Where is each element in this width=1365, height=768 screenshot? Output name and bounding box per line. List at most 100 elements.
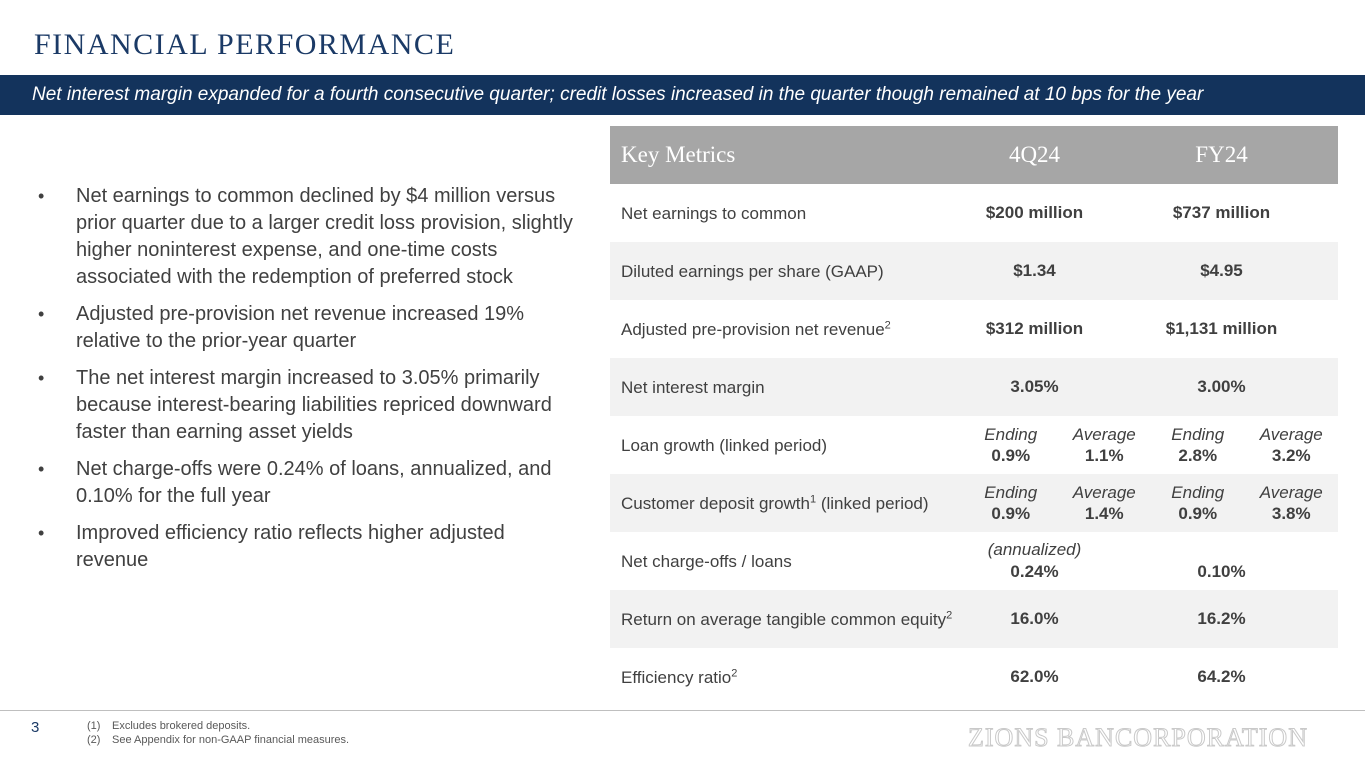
metric-split-values: Ending 0.9% Average 1.4% Ending 0.9% Averag…	[964, 474, 1338, 532]
header-key-metrics: Key Metrics	[610, 126, 964, 184]
bullet-item: • Net earnings to common declined by $4 m…	[34, 183, 579, 291]
header-4q24: 4Q24	[964, 126, 1105, 184]
bullet-item: • Improved efficiency ratio reflects high…	[34, 520, 579, 574]
metric-value-fy24: 16.2%	[1105, 590, 1338, 648]
footer-divider	[0, 710, 1365, 711]
annualized-note: (annualized)	[987, 540, 1082, 559]
split-label: Average	[1072, 425, 1136, 444]
metric-value-4q24: $312 million	[985, 319, 1084, 338]
metric-value-fy24: 3.00%	[1105, 358, 1338, 416]
metric-label-text: Efficiency ratio	[621, 667, 732, 687]
bullet-marker: •	[38, 523, 45, 543]
metric-value-fy24: $737 million	[1172, 203, 1271, 222]
split-label: Ending	[984, 425, 1038, 444]
slide-title: FINANCIAL PERFORMANCE	[34, 28, 456, 61]
split-value: 1.4%	[1084, 504, 1124, 523]
bullet-text: Net earnings to common declined by $4 mi…	[76, 185, 573, 288]
split-value: 3.8%	[1271, 504, 1311, 523]
split-cell: Ending 0.9%	[964, 416, 1058, 474]
footnotes: (1) Excludes brokered deposits. (2) See Ap…	[87, 719, 349, 747]
metric-label: Adjusted pre-provision net revenue2	[610, 300, 964, 358]
bullet-marker: •	[38, 186, 45, 206]
table-row: Net interest margin 3.05% 3.00%	[610, 358, 1338, 416]
split-value: 0.9%	[1178, 504, 1218, 523]
table-row: Efficiency ratio2 62.0% 64.2%	[610, 648, 1338, 706]
table-row: Net charge-offs / loans (annualized) 0.24…	[610, 532, 1338, 590]
metric-label-suffix: (linked period)	[816, 493, 929, 513]
subtitle-banner: Net interest margin expanded for a fourt…	[0, 75, 1365, 115]
metric-label-text: Adjusted pre-provision net revenue	[621, 319, 885, 339]
bullet-marker: •	[38, 368, 45, 388]
split-label: Ending	[984, 483, 1038, 502]
footnote-text: Excludes brokered deposits.	[112, 720, 251, 732]
footnote-marker: 2	[731, 666, 738, 679]
table-row: Loan growth (linked period) Ending 0.9% A…	[610, 416, 1338, 474]
split-label: Ending	[1171, 425, 1225, 444]
split-cell: Average 3.2%	[1245, 416, 1339, 474]
metric-label: Return on average tangible common equity…	[610, 590, 964, 648]
split-cell: Average 1.4%	[1058, 474, 1152, 532]
footnote-marker: 1	[809, 492, 817, 505]
metric-value-fy24: 0.10%	[1105, 532, 1338, 590]
bullet-marker: •	[38, 459, 45, 479]
bullet-text: Improved efficiency ratio reflects highe…	[76, 522, 505, 571]
metric-label: Efficiency ratio2	[610, 648, 964, 706]
split-value: 0.9%	[991, 446, 1031, 465]
footnote-marker: 2	[946, 608, 953, 621]
metric-value-4q24: $1.34	[964, 242, 1105, 300]
metric-value-text: 0.10%	[1197, 562, 1246, 581]
metric-value-fy24: 64.2%	[1197, 667, 1246, 686]
bullet-item: • The net interest margin increased to 3.…	[34, 365, 579, 446]
zions-logo: ZIONS BANCORPORATION	[968, 723, 1308, 753]
split-value: 1.1%	[1084, 446, 1124, 465]
bullet-item: • Net charge-offs were 0.24% of loans, an…	[34, 456, 579, 510]
metric-label-text: Customer deposit growth	[621, 493, 810, 513]
split-cell: Average 1.1%	[1058, 416, 1152, 474]
metric-value-4q24: 16.0%	[964, 590, 1105, 648]
table-row: Diluted earnings per share (GAAP) $1.34 …	[610, 242, 1338, 300]
metric-split-values: Ending 0.9% Average 1.1% Ending 2.8% Averag…	[964, 416, 1338, 474]
metric-value-4q24: (annualized) 0.24%	[964, 532, 1105, 590]
split-value: 3.2%	[1271, 446, 1311, 465]
bullet-list: • Net earnings to common declined by $4 m…	[34, 183, 579, 584]
split-label: Average	[1259, 483, 1323, 502]
metric-value-4q24: $200 million	[985, 203, 1084, 222]
footnote: (1) Excludes brokered deposits.	[87, 719, 349, 733]
metric-label: Net charge-offs / loans	[621, 551, 792, 571]
split-cell: Ending 0.9%	[964, 474, 1058, 532]
split-cell: Average 3.8%	[1245, 474, 1339, 532]
split-label: Average	[1259, 425, 1323, 444]
footnote-number: (1)	[87, 720, 101, 732]
metric-value-fy24: $1,131 million	[1165, 319, 1278, 338]
footnote-marker: 2	[884, 318, 891, 331]
metric-value-text: 0.24%	[1010, 562, 1059, 581]
subtitle-text: Net interest margin expanded for a fourt…	[32, 84, 1204, 105]
metric-label: Diluted earnings per share (GAAP)	[610, 242, 964, 300]
split-label: Average	[1072, 483, 1136, 502]
metric-value-fy24: $4.95	[1105, 242, 1338, 300]
table-row: Net earnings to common $200 million $737…	[610, 184, 1338, 242]
split-cell: Ending 2.8%	[1151, 416, 1245, 474]
metric-label-text: Return on average tangible common equity	[621, 609, 947, 629]
metric-label: Net interest margin	[610, 358, 964, 416]
table-row: Adjusted pre-provision net revenue2 $312…	[610, 300, 1338, 358]
metric-label: Customer deposit growth1 (linked period)	[610, 474, 964, 532]
split-value: 0.9%	[991, 504, 1031, 523]
footnote-number: (2)	[87, 734, 101, 746]
bullet-text: Adjusted pre-provision net revenue incre…	[76, 303, 525, 352]
metric-label: Net earnings to common	[621, 203, 807, 223]
bullet-text: Net charge-offs were 0.24% of loans, ann…	[76, 458, 552, 507]
bullet-marker: •	[38, 304, 45, 324]
metric-value-4q24: 3.05%	[964, 358, 1105, 416]
table-header-row: Key Metrics 4Q24 FY24	[610, 126, 1338, 184]
split-value: 2.8%	[1178, 446, 1218, 465]
metric-label: Loan growth (linked period)	[621, 435, 828, 455]
split-label: Ending	[1171, 483, 1225, 502]
key-metrics-table: Key Metrics 4Q24 FY24 Net earnings to co…	[610, 126, 1338, 706]
metric-value-4q24: 62.0%	[1010, 667, 1059, 686]
bullet-item: • Adjusted pre-provision net revenue incr…	[34, 301, 579, 355]
page-number: 3	[31, 719, 40, 736]
bullet-text: The net interest margin increased to 3.0…	[76, 367, 552, 443]
table-row: Customer deposit growth1 (linked period)…	[610, 474, 1338, 532]
table-row: Return on average tangible common equity…	[610, 590, 1338, 648]
